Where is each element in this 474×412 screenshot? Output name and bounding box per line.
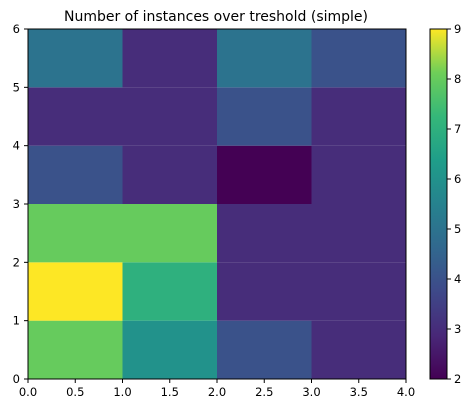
heatmap-cell [28, 320, 123, 379]
heatmap-cell [217, 204, 312, 263]
x-tick-label: 0.0 [19, 385, 37, 399]
x-tick-label: 2.5 [255, 385, 273, 399]
heatmap-cell [217, 145, 312, 204]
colorbar-tick-label: 9 [454, 22, 461, 36]
heatmap-cell [217, 29, 312, 88]
x-tick-label: 1.5 [161, 385, 179, 399]
colorbar-tick-label: 6 [454, 172, 461, 186]
colorbar-tick-label: 5 [454, 222, 461, 236]
heatmap-cell [28, 262, 123, 321]
colorbar-tick-label: 4 [454, 272, 461, 286]
heatmap-cell [122, 145, 217, 204]
heatmap-cell [311, 145, 406, 204]
heatmap-cell [28, 87, 123, 146]
x-tick-label: 3.5 [350, 385, 368, 399]
colorbar-tick-label: 7 [454, 122, 461, 136]
colorbar-tick-label: 3 [454, 322, 461, 336]
x-tick-label: 3.0 [302, 385, 320, 399]
x-tick-label: 0.5 [66, 385, 84, 399]
heatmap-cell [28, 145, 123, 204]
heatmap-cell [122, 87, 217, 146]
x-tick-label: 4.0 [397, 385, 415, 399]
y-tick-label: 6 [13, 22, 20, 36]
heatmap-cell [217, 87, 312, 146]
heatmap-cell [217, 262, 312, 321]
x-axis: 0.0 0.5 1.0 1.5 2.0 2.5 3.0 3.5 4.0 [19, 379, 415, 399]
y-tick-label: 1 [13, 314, 20, 328]
heatmap-cell [217, 320, 312, 379]
y-tick-label: 5 [13, 80, 20, 94]
colorbar-tick-label: 8 [454, 72, 461, 86]
heatmap-cell [311, 262, 406, 321]
heatmap-cell [311, 320, 406, 379]
heatmap-cell [122, 262, 217, 321]
heatmap-cell [122, 29, 217, 88]
x-tick-label: 2.0 [208, 385, 226, 399]
y-tick-label: 4 [13, 139, 20, 153]
heatmap-cell [122, 320, 217, 379]
heatmap-cell [311, 29, 406, 88]
colorbar [429, 28, 448, 380]
heatmap-cells [28, 29, 406, 379]
y-tick-label: 2 [13, 255, 20, 269]
colorbar-axis: 2 3 4 5 6 7 8 9 [447, 22, 461, 386]
heatmap-cell [311, 87, 406, 146]
y-tick-label: 0 [13, 372, 20, 386]
chart-title: Number of instances over treshold (simpl… [64, 9, 368, 25]
x-tick-label: 1.0 [113, 385, 131, 399]
colorbar-tick-label: 2 [454, 372, 461, 386]
y-tick-label: 3 [13, 197, 20, 211]
heatmap-cell [122, 204, 217, 263]
heatmap-cell [28, 204, 123, 263]
heatmap-cell [311, 204, 406, 263]
heatmap-cell [28, 29, 123, 88]
y-axis: 0 1 2 3 4 5 6 [13, 22, 28, 386]
